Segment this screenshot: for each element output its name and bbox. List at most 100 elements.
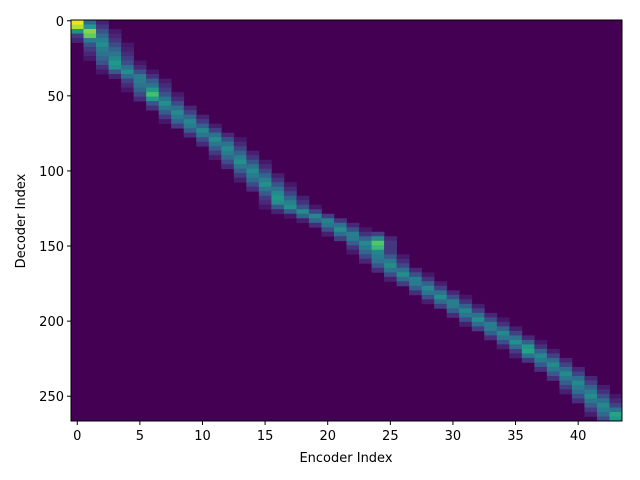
heatmap-cell [609, 398, 623, 404]
heatmap-cell [221, 155, 235, 161]
heatmap-cell [83, 33, 97, 39]
heatmap-cell [246, 159, 260, 165]
heatmap-cell [384, 236, 397, 242]
heatmap-cell [221, 146, 235, 152]
y-tick-label: 0 [56, 15, 64, 30]
heatmap-cell [171, 105, 185, 111]
heatmap-cell [596, 411, 610, 417]
x-tick-label: 5 [136, 429, 144, 444]
heatmap-cell [434, 303, 448, 309]
x-tick-label: 30 [445, 429, 462, 444]
heatmap-cell [534, 339, 548, 345]
heatmap-cell [133, 87, 147, 93]
heatmap-cell [409, 267, 423, 273]
heatmap-cell [359, 231, 372, 237]
heatmap-cell [83, 47, 97, 52]
heatmap-cell [546, 375, 560, 381]
heatmap-cell [258, 173, 272, 179]
heatmap-cell [371, 231, 385, 237]
heatmap-cell [283, 213, 297, 219]
heatmap-cell [559, 384, 573, 390]
heatmap-cell [471, 303, 485, 309]
plot-area [70, 19, 623, 422]
heatmap-cell [359, 245, 372, 251]
heatmap-cell [108, 38, 122, 43]
heatmap-cell [271, 182, 285, 188]
heatmap-cell [108, 51, 122, 57]
heatmap-cell [346, 240, 360, 246]
x-tick-label: 35 [507, 429, 524, 444]
heatmap-cell [396, 276, 410, 282]
heatmap-cell [258, 200, 272, 206]
heatmap-cell [233, 141, 247, 147]
heatmap-cell [133, 69, 147, 75]
heatmap-cell [233, 146, 247, 152]
heatmap-cell [233, 177, 247, 183]
heatmap-cell [484, 312, 498, 318]
heatmap-cell [271, 195, 285, 201]
heatmap-cell [509, 344, 523, 350]
heatmap-cell [133, 65, 147, 70]
heatmap-cell [121, 65, 135, 70]
heatmap-cell [233, 168, 247, 174]
heatmap-cell [371, 245, 385, 251]
heatmap-cell [596, 384, 610, 390]
heatmap-cell [459, 308, 473, 314]
heatmap-cell [196, 114, 210, 120]
heatmap-cell [283, 209, 297, 215]
heatmap-cell [296, 195, 310, 201]
heatmap-cell [121, 42, 135, 48]
heatmap-cell [121, 83, 135, 88]
heatmap-cell [146, 83, 160, 88]
heatmap-cell [559, 357, 573, 363]
heatmap-cell [308, 213, 322, 219]
heatmap-cell [221, 141, 235, 147]
heatmap-cell [196, 137, 210, 143]
heatmap-cell [121, 56, 135, 61]
heatmap-cell [384, 267, 397, 273]
heatmap-cell [596, 402, 610, 408]
heatmap-cell [534, 344, 548, 350]
heatmap-cell [421, 294, 435, 300]
heatmap-cell [384, 254, 397, 260]
x-axis-ticks: 0 5 10 15 20 25 30 35 40 [73, 421, 586, 444]
heatmap-cell [208, 146, 222, 152]
heatmap-cell [521, 353, 535, 359]
heatmap-cell [121, 87, 135, 93]
x-axis-label: Encoder Index [299, 451, 392, 466]
heatmap-cell [121, 78, 135, 84]
heatmap-cell [283, 191, 297, 197]
heatmap-cell [609, 407, 623, 413]
heatmap-cell [158, 92, 172, 97]
heatmap-cell [459, 303, 473, 309]
y-tick-label: 250 [39, 390, 64, 405]
heatmap-cell [246, 155, 260, 161]
heatmap-cell [446, 299, 460, 305]
heatmap-cell [333, 231, 347, 237]
heatmap-cell [346, 227, 360, 233]
heatmap-cell [396, 254, 410, 260]
heatmap-cell [271, 209, 285, 215]
heatmap-cell [371, 258, 385, 264]
heatmap-cell [446, 294, 460, 300]
plot-frame [70, 19, 623, 422]
heatmap-cell [521, 357, 535, 363]
heatmap-cell [571, 375, 585, 381]
heatmap-cell [421, 272, 435, 278]
heatmap-cell [233, 164, 247, 170]
heatmap-cell [196, 123, 210, 129]
heatmap-cell [371, 236, 385, 242]
heatmap-cell [596, 398, 610, 404]
heatmap-cell [171, 101, 185, 107]
heatmap-cell [434, 290, 448, 296]
heatmap-cell [359, 236, 372, 242]
heatmap-cell [208, 150, 222, 156]
heatmap-cell [359, 254, 372, 260]
heatmap-cell [158, 119, 172, 125]
heatmap-cell [333, 236, 347, 242]
heatmap-cell [96, 33, 109, 39]
heatmap-cell [546, 348, 560, 354]
heatmap-cell [246, 186, 260, 192]
heatmap-cell [571, 384, 585, 390]
heatmap-cell [534, 362, 548, 368]
